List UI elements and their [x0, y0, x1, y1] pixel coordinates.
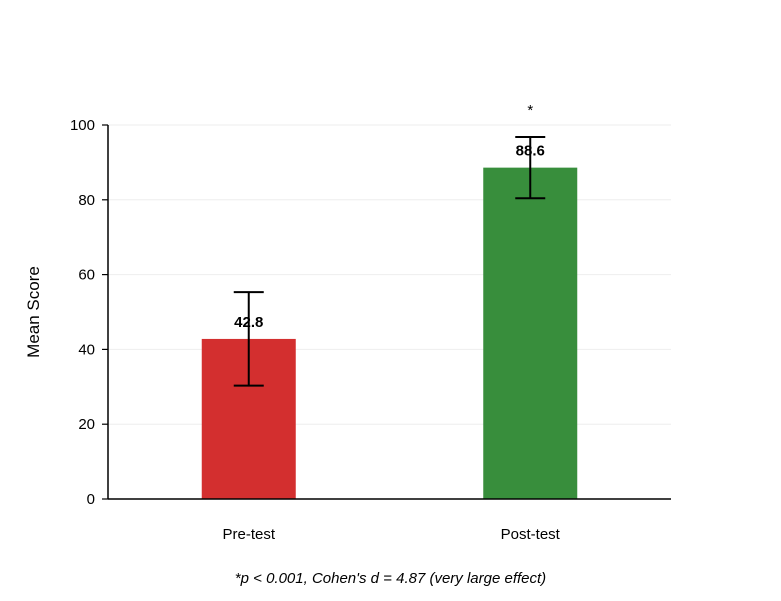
bar-post-test	[483, 167, 578, 500]
axes: 0 20 40 60 80 100	[70, 117, 671, 508]
y-axis-title: Mean Score	[24, 266, 43, 358]
y-tick-label: 20	[78, 416, 95, 433]
y-tick-label: 60	[78, 267, 95, 284]
value-label: 42.8	[234, 314, 263, 331]
significance-marker: *	[527, 102, 533, 119]
y-tick-label: 0	[87, 491, 95, 508]
footnote: *p < 0.001, Cohen's d = 4.87 (very large…	[234, 570, 547, 587]
labels: 42.8 Pre-test 88.6 Post-test *	[222, 102, 560, 543]
bars	[201, 135, 578, 500]
value-label: 88.6	[516, 143, 545, 160]
y-tick-label: 80	[78, 192, 95, 209]
grid-lines	[108, 124, 671, 425]
y-tick-label: 100	[70, 117, 95, 134]
y-tick-label: 40	[78, 341, 95, 358]
x-tick-label: Post-test	[501, 526, 561, 543]
x-tick-label: Pre-test	[222, 526, 275, 543]
